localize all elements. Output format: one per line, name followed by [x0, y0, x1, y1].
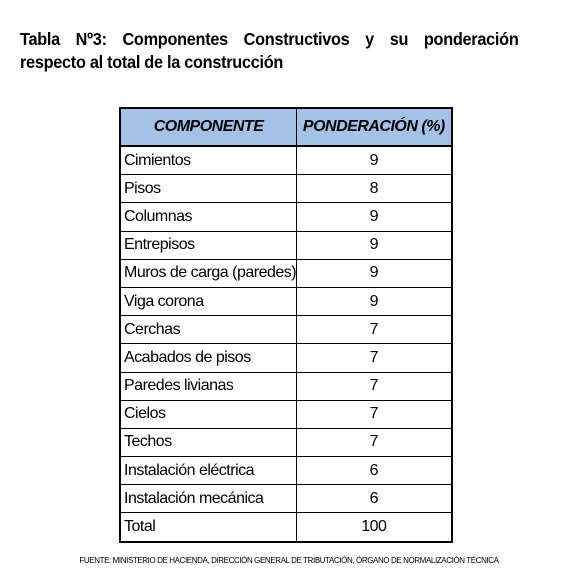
cell-ponderacion: 6	[296, 456, 453, 486]
cell-ponderacion: 9	[296, 145, 453, 176]
cell-ponderacion: 9	[296, 202, 453, 232]
table-row: Instalación mecánica 6	[119, 484, 453, 514]
cell-componente: Muros de carga (paredes)	[119, 258, 298, 288]
table-row: Paredes livianas 7	[119, 371, 453, 401]
cell-ponderacion: 9	[296, 258, 453, 288]
cell-componente: Columnas	[119, 202, 298, 232]
cell-componente: Instalación mecánica	[119, 484, 298, 514]
cell-ponderacion: 8	[296, 174, 453, 204]
cell-ponderacion: 6	[296, 484, 453, 514]
cell-componente: Pisos	[119, 174, 298, 204]
table-header-row: COMPONENTE PONDERACIÓN (%)	[119, 107, 453, 147]
table-row: Viga corona 9	[119, 286, 453, 317]
table-row: Columnas 9	[119, 202, 453, 232]
cell-componente: Techos	[119, 427, 298, 458]
header-componente: COMPONENTE	[119, 107, 298, 147]
table-row: Pisos 8	[119, 174, 453, 204]
table-row: Instalación eléctrica 6	[119, 456, 453, 486]
cell-componente: Instalación eléctrica	[119, 456, 298, 486]
table-row: Muros de carga (paredes) 9	[119, 258, 453, 288]
cell-componente: Cerchas	[119, 315, 298, 345]
cell-total-value: 100	[296, 512, 453, 543]
header-ponderacion: PONDERACIÓN (%)	[296, 107, 453, 147]
cell-ponderacion: 7	[296, 343, 453, 373]
cell-ponderacion: 7	[296, 399, 453, 429]
table-row: Cimientos 9	[119, 145, 453, 176]
cell-componente: Paredes livianas	[119, 371, 298, 401]
cell-componente: Entrepisos	[119, 230, 298, 260]
table-caption: Tabla Nº3: Componentes Constructivos y s…	[20, 29, 519, 72]
source-note: FUENTE: MINISTERIO DE HACIENDA, DIRECCIÓ…	[79, 556, 499, 565]
cell-componente: Cimientos	[119, 145, 298, 176]
cell-componente: Viga corona	[119, 286, 298, 317]
cell-ponderacion: 9	[296, 230, 453, 260]
cell-componente: Acabados de pisos	[119, 343, 298, 373]
cell-ponderacion: 9	[296, 286, 453, 317]
table-row: Entrepisos 9	[119, 230, 453, 260]
table-row: Cerchas 7	[119, 315, 453, 345]
cell-ponderacion: 7	[296, 371, 453, 401]
table-row: Acabados de pisos 7	[119, 343, 453, 373]
cell-componente: Cielos	[119, 399, 298, 429]
cell-ponderacion: 7	[296, 427, 453, 458]
components-table: COMPONENTE PONDERACIÓN (%) Cimientos 9 P…	[119, 107, 453, 543]
table-total-row: Total 100	[119, 512, 453, 543]
table-container: COMPONENTE PONDERACIÓN (%) Cimientos 9 P…	[119, 107, 453, 543]
cell-total-label: Total	[119, 512, 298, 543]
table-row: Techos 7	[119, 427, 453, 458]
cell-ponderacion: 7	[296, 315, 453, 345]
table-row: Cielos 7	[119, 399, 453, 429]
